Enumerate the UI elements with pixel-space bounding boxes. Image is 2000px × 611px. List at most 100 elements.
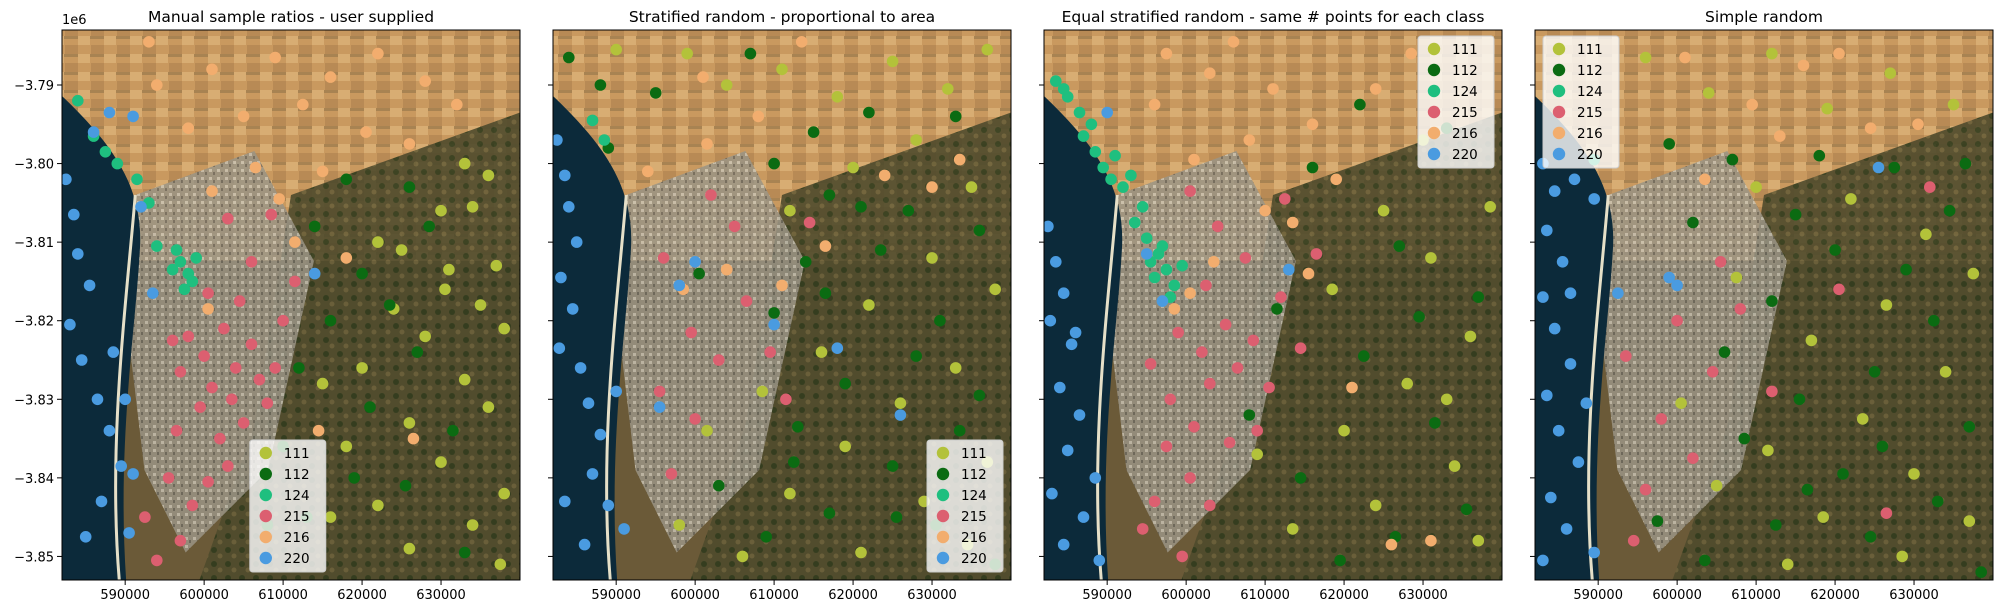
point-220-5 [1556, 255, 1569, 268]
x-tick-label: 590000 [1573, 588, 1623, 603]
point-111-2 [1464, 330, 1477, 343]
x-tick-label: 630000 [1889, 588, 1939, 603]
point-216-4 [926, 181, 938, 193]
point-215-1 [1196, 346, 1208, 358]
point-111-12 [1251, 448, 1263, 461]
point-215-8 [705, 189, 717, 201]
point-111-17 [894, 397, 907, 410]
point-111-19 [498, 487, 511, 500]
axes-frame [1043, 29, 1503, 581]
legend-marker [259, 446, 272, 460]
point-220-13 [1140, 248, 1153, 260]
y-tick-label: −3.81 [14, 236, 54, 251]
point-220-15 [610, 385, 622, 398]
point-215-0 [1620, 350, 1632, 362]
point-112-11 [348, 472, 361, 484]
legend-label: 112 [1452, 63, 1478, 79]
point-216-10 [795, 36, 808, 48]
point-216-6 [1188, 153, 1200, 166]
point-215-4 [1687, 452, 1699, 465]
legend-marker [259, 467, 272, 481]
point-216-11 [697, 71, 709, 83]
legend-label: 111 [284, 446, 310, 462]
point-111-5 [1448, 460, 1461, 472]
point-215-26 [151, 554, 163, 567]
point-220-3 [83, 279, 96, 292]
point-216-9 [419, 75, 432, 87]
point-215-12 [170, 424, 183, 437]
point-112-30 [890, 511, 903, 523]
point-215-11 [780, 393, 792, 406]
point-220-20 [119, 393, 131, 406]
legend-marker [1427, 147, 1441, 161]
x-tick-label: 620000 [1810, 588, 1860, 603]
point-112-6 [1766, 295, 1778, 307]
point-220-5 [566, 303, 579, 315]
axes-frame [1534, 29, 1994, 581]
point-220-12 [1545, 491, 1557, 504]
point-216-10 [249, 161, 262, 174]
point-220-16 [1069, 326, 1082, 339]
point-111-16 [482, 401, 495, 413]
point-124-13 [178, 283, 191, 296]
point-216-9 [1184, 287, 1196, 300]
point-215-22 [265, 208, 278, 221]
point-216-6 [237, 110, 250, 123]
point-124-11 [72, 94, 84, 107]
point-112-2 [1306, 161, 1319, 174]
point-216-18 [1227, 36, 1240, 48]
point-215-13 [1247, 334, 1260, 347]
point-215-7 [764, 346, 776, 358]
point-215-8 [1160, 440, 1173, 453]
point-112-9 [902, 204, 915, 217]
point-111-3 [466, 201, 479, 213]
point-111-25 [443, 263, 455, 276]
point-216-4 [1306, 118, 1319, 131]
legend-label: 112 [1577, 63, 1603, 79]
legend-marker [1427, 63, 1441, 77]
point-112-11 [874, 244, 887, 256]
point-112-7 [768, 157, 780, 170]
point-220-21 [653, 401, 666, 413]
point-216-1 [1204, 67, 1216, 79]
y-tick-label: −3.82 [14, 315, 54, 330]
legend-marker [936, 467, 950, 481]
point-111-6 [490, 259, 503, 272]
point-215-18 [1279, 193, 1291, 205]
point-216-12 [1286, 216, 1299, 229]
point-111-11 [1326, 283, 1338, 296]
point-220-15 [1283, 263, 1295, 276]
point-215-13 [261, 397, 274, 410]
point-111-21 [466, 519, 479, 531]
point-216-21 [273, 193, 286, 205]
point-112-4 [1472, 291, 1485, 303]
point-112-4 [807, 126, 820, 138]
point-216-19 [407, 432, 420, 445]
point-111-15 [815, 346, 828, 358]
point-216-14 [1385, 538, 1398, 551]
point-215-15 [202, 476, 214, 488]
legend-label: 111 [961, 446, 987, 462]
point-112-8 [1294, 472, 1307, 484]
legend-label: 215 [1577, 105, 1603, 121]
point-124-3 [131, 173, 143, 186]
point-220-0 [1044, 220, 1054, 233]
legend-marker [1427, 42, 1441, 56]
point-220-14 [1537, 554, 1549, 567]
point-111-22 [403, 542, 416, 555]
point-216-13 [1346, 381, 1358, 394]
point-124-1 [598, 134, 611, 146]
x-tick-label: 620000 [337, 588, 387, 603]
legend-marker [936, 446, 950, 460]
point-220-2 [563, 201, 575, 213]
point-215-3 [1655, 413, 1668, 425]
point-220-0 [553, 134, 563, 146]
point-111-7 [439, 283, 451, 296]
y-tick-label: −3.84 [14, 472, 54, 487]
point-112-6 [411, 346, 424, 358]
point-220-14 [559, 495, 571, 508]
legend-marker [259, 530, 272, 544]
point-220-7 [1061, 444, 1074, 457]
point-112-3 [744, 47, 757, 60]
